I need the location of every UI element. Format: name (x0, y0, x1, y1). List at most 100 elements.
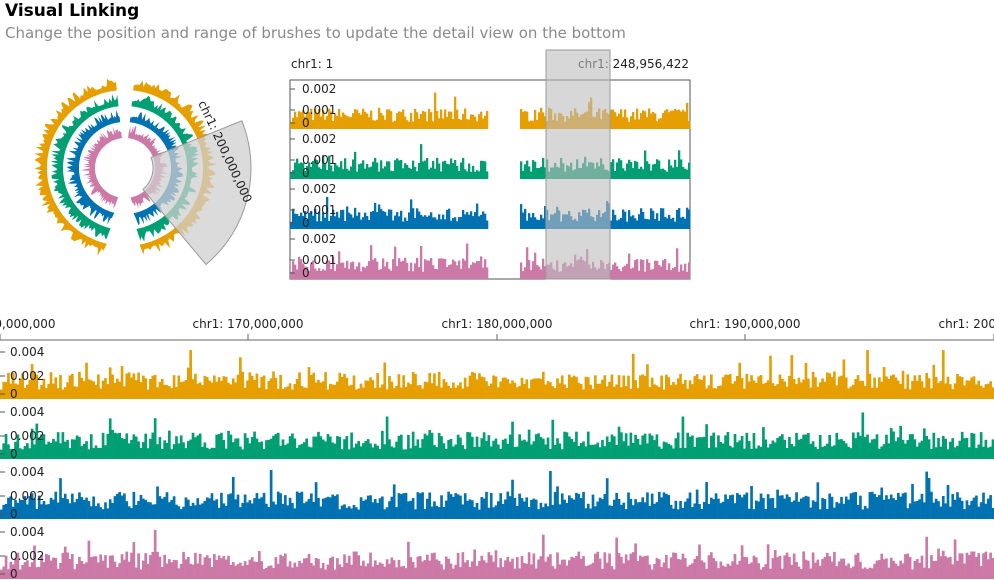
overview-bar-track-3 (614, 214, 617, 229)
overview-bar-track-1 (520, 108, 523, 129)
detail-bar-track-3 (970, 500, 973, 519)
detail-bar-track-3 (23, 496, 27, 519)
detail-bar-track-3 (717, 498, 720, 519)
detail-bar-track-3 (73, 502, 77, 519)
circular-view[interactable]: chr1: 200,000,000 (34, 78, 255, 266)
detail-bar-track-1 (908, 389, 912, 399)
overview-bar-track-2 (398, 160, 401, 179)
overview-bar-track-2 (400, 160, 403, 179)
detail-bar-track-1 (172, 375, 176, 399)
detail-bar-track-3 (222, 503, 226, 519)
detail-bar-track-4 (92, 556, 95, 579)
detail-bar-track-1 (338, 372, 342, 399)
detail-bar-track-2 (123, 438, 126, 459)
overview-frame (289, 79, 691, 280)
detail-bar-track-4 (923, 567, 926, 579)
detail-bar-track-1 (153, 374, 157, 399)
detail-bar-track-4 (520, 555, 524, 579)
detail-bar-track-2 (184, 448, 188, 459)
detail-bar-track-4 (785, 552, 789, 579)
detail-bar-track-2 (612, 436, 616, 459)
detail-bar-track-4 (629, 553, 633, 579)
overview-bar-track-2 (416, 171, 419, 179)
detail-bar-track-2 (653, 440, 656, 459)
detail-bar-track-4 (324, 569, 327, 579)
detail-bar-track-1 (468, 375, 472, 399)
detail-bar-track-4 (487, 552, 491, 579)
detail-bar-track-1 (965, 380, 969, 399)
detail-bar-track-3 (833, 507, 836, 519)
detail-bar-track-4 (319, 568, 323, 579)
detail-bar-track-3 (653, 503, 656, 519)
detail-bar-track-3 (390, 496, 394, 519)
detail-bar-track-1 (972, 376, 976, 399)
detail-bar-track-2 (927, 439, 931, 459)
detail-bar-track-1 (160, 378, 164, 399)
overview-bar-track-1 (382, 115, 385, 129)
detail-bar-track-1 (220, 380, 223, 399)
overview-bar-track-2 (422, 161, 425, 179)
detail-bar-track-2 (568, 436, 571, 459)
detail-bar-track-4 (312, 565, 316, 579)
overview-bar-track-3 (400, 210, 403, 229)
detail-bar-track-2 (863, 436, 867, 459)
detail-bar-track-4 (14, 558, 17, 579)
overview-bar-track-1 (414, 108, 417, 129)
detail-bar-track-3 (255, 493, 259, 519)
overview-bar-track-1 (378, 107, 381, 129)
detail-bar-track-4 (970, 551, 973, 579)
detail-bar-track-2 (856, 432, 860, 459)
detail-bar-track-4 (239, 562, 242, 579)
detail-bar-track-3 (350, 508, 353, 519)
overview-bar-track-4 (620, 271, 623, 279)
detail-y-tick-label: 0 (10, 387, 18, 401)
detail-bar-track-1 (511, 380, 514, 399)
detail-bar-track-1 (30, 364, 34, 399)
detail-bar-track-3 (87, 501, 91, 519)
overview-bar-track-3 (292, 208, 295, 229)
detail-bar-track-3 (501, 503, 505, 519)
detail-bar-track-3 (175, 504, 178, 519)
detail-bar-track-2 (721, 443, 725, 459)
detail-bar-track-3 (527, 506, 531, 519)
detail-bar-track-1 (224, 376, 228, 399)
detail-bar-track-3 (825, 508, 829, 519)
detail-bar-track-2 (854, 438, 858, 459)
detail-bar-track-4 (657, 559, 661, 579)
detail-bar-track-3 (553, 491, 557, 519)
circular-brush[interactable] (142, 120, 252, 266)
overview-bar-track-1 (684, 111, 687, 129)
detail-bar-track-3 (972, 497, 976, 519)
detail-bar-track-4 (265, 567, 268, 579)
overview-bar-track-3 (612, 209, 615, 229)
detail-bar-track-1 (236, 374, 240, 399)
detail-bar-track-3 (144, 499, 148, 519)
detail-bar-track-3 (911, 483, 914, 519)
overview-bar-track-1 (630, 116, 633, 129)
overview-bar-track-1 (466, 119, 469, 129)
detail-bar-track-4 (272, 568, 275, 579)
overview-bar-track-3 (460, 216, 463, 229)
detail-bar-track-2 (861, 412, 865, 459)
overview-brush[interactable] (545, 49, 611, 280)
detail-bar-track-3 (946, 485, 950, 519)
overview-view[interactable]: chr1: 1 chr1: 248,956,422 0.0020.00100.0… (289, 49, 691, 280)
detail-bar-track-4 (972, 551, 976, 579)
detail-bar-track-4 (589, 564, 592, 579)
overview-bar-track-4 (678, 271, 681, 279)
detail-bar-track-3 (880, 487, 884, 519)
detail-bar-track-2 (667, 443, 671, 459)
detail-bar-track-1 (615, 384, 618, 399)
overview-bar-track-3 (306, 219, 309, 229)
detail-bar-track-4 (198, 553, 202, 579)
detail-bar-track-1 (844, 377, 848, 399)
detail-bar-track-3 (939, 506, 943, 519)
detail-bar-track-2 (764, 439, 768, 459)
detail-bar-track-2 (728, 445, 732, 459)
detail-bar-track-3 (312, 502, 316, 519)
detail-bar-track-2 (899, 425, 902, 459)
overview-bar-track-1 (632, 112, 635, 129)
detail-bar-track-1 (809, 387, 813, 399)
overview-bar-track-3 (412, 208, 415, 229)
